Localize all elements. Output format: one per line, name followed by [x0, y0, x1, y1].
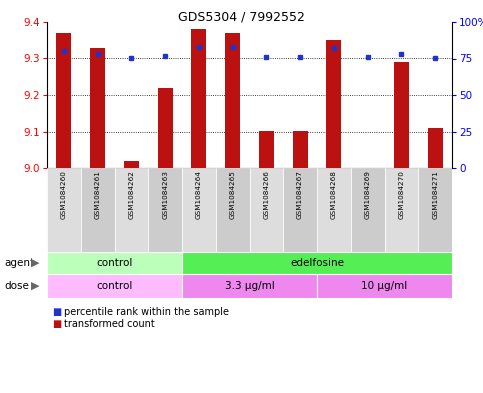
Text: GSM1084270: GSM1084270: [398, 171, 404, 219]
Bar: [182, 274, 317, 298]
Text: agent: agent: [5, 258, 35, 268]
Bar: [384, 168, 418, 252]
Text: GDS5304 / 7992552: GDS5304 / 7992552: [178, 10, 305, 23]
Bar: [47, 252, 182, 274]
Text: percentile rank within the sample: percentile rank within the sample: [64, 307, 229, 317]
Text: GSM1084267: GSM1084267: [297, 171, 303, 219]
Text: GSM1084260: GSM1084260: [61, 171, 67, 219]
Text: edelfosine: edelfosine: [290, 258, 344, 268]
Text: GSM1084265: GSM1084265: [229, 171, 236, 219]
Bar: [225, 33, 240, 168]
Text: GSM1084266: GSM1084266: [263, 171, 270, 219]
Text: GSM1084268: GSM1084268: [331, 171, 337, 219]
Text: 3.3 μg/ml: 3.3 μg/ml: [225, 281, 274, 291]
Bar: [157, 88, 173, 168]
Bar: [327, 40, 341, 168]
Text: dose: dose: [5, 281, 30, 291]
Text: GSM1084261: GSM1084261: [95, 171, 100, 219]
Text: GSM1084263: GSM1084263: [162, 171, 168, 219]
Text: 10 μg/ml: 10 μg/ml: [361, 281, 408, 291]
Bar: [317, 168, 351, 252]
Bar: [418, 168, 452, 252]
Text: ▶: ▶: [31, 258, 39, 268]
Bar: [317, 274, 452, 298]
Bar: [427, 128, 443, 168]
Text: control: control: [96, 281, 133, 291]
Bar: [191, 29, 206, 168]
Bar: [351, 168, 384, 252]
Text: ■: ■: [52, 319, 61, 329]
Text: ■: ■: [52, 307, 61, 317]
Text: GSM1084271: GSM1084271: [432, 171, 438, 219]
Text: GSM1084262: GSM1084262: [128, 171, 134, 219]
Bar: [250, 168, 283, 252]
Bar: [47, 168, 81, 252]
Bar: [182, 168, 216, 252]
Bar: [114, 168, 148, 252]
Text: GSM1084269: GSM1084269: [365, 171, 370, 219]
Bar: [259, 132, 274, 168]
Text: transformed count: transformed count: [64, 319, 155, 329]
Bar: [216, 168, 250, 252]
Bar: [57, 33, 71, 168]
Bar: [148, 168, 182, 252]
Bar: [293, 132, 308, 168]
Bar: [283, 168, 317, 252]
Bar: [182, 252, 452, 274]
Text: ▶: ▶: [31, 281, 39, 291]
Bar: [47, 274, 182, 298]
Bar: [81, 168, 114, 252]
Bar: [124, 161, 139, 168]
Bar: [394, 62, 409, 168]
Bar: [90, 48, 105, 168]
Text: control: control: [96, 258, 133, 268]
Text: GSM1084264: GSM1084264: [196, 171, 202, 219]
